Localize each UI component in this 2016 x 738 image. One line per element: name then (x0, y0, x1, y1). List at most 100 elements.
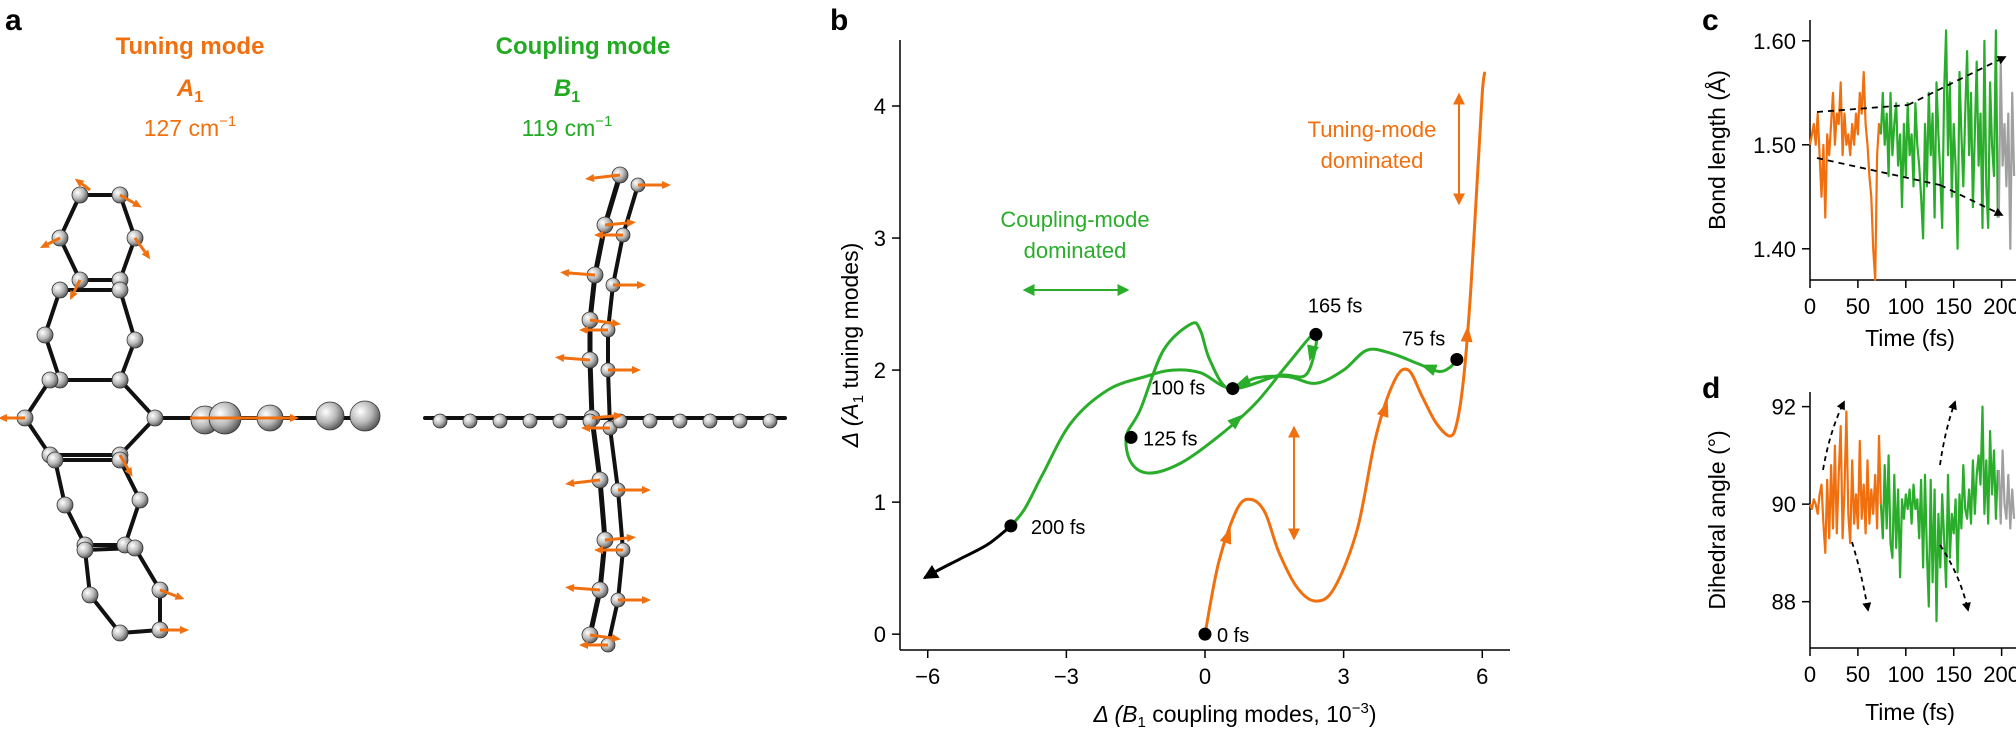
c-envelope-arrow-upper-left (1816, 104, 1909, 113)
displacement-arrowhead (637, 281, 646, 289)
x-tick-label: 150 (1935, 662, 1972, 687)
displacement-arrowhead (69, 290, 78, 301)
series-grey (1997, 60, 2016, 250)
coupling-dominated-line1: Coupling-mode (1000, 207, 1149, 232)
atom (349, 400, 381, 432)
displacement-arrowhead (124, 467, 133, 477)
displacement-arrowhead (662, 181, 671, 189)
d-ticks: 0 50 100 150 200 88 90 92 (1772, 395, 2016, 687)
trajectory-direction-arrow (1234, 374, 1252, 387)
series-green (1879, 29, 1999, 250)
d-series (1808, 405, 2016, 623)
c-ticks: 0 50 100 150 200 1.40 1.50 1.60 (1753, 29, 2016, 319)
displacement-vector (591, 414, 615, 420)
trajectory-direction-arrow (1219, 527, 1232, 545)
b-points: 0 fs 75 fs 100 fs 125 fs 165 fs 200 fs (1004, 295, 1464, 647)
bond (118, 288, 137, 342)
panel-label-d: d (1702, 372, 1720, 405)
displacement-vector (118, 454, 130, 470)
x-tick-label: 50 (1846, 294, 1870, 319)
panel-a: a Tuning mode A1 127 cm−1 Coupling mode … (0, 4, 787, 653)
displacement-vector (159, 588, 177, 598)
panel-label-a: a (5, 4, 22, 37)
y-tick-label: 4 (874, 94, 886, 119)
displacement-arrowhead (613, 412, 623, 420)
atom (56, 496, 74, 514)
x-tick-label: 150 (1935, 294, 1972, 319)
displacement-arrowhead (611, 319, 621, 327)
y-tick-label: 0 (874, 622, 886, 647)
y-tick-label: 1 (874, 490, 886, 515)
d-arrow-up-right (1939, 400, 1957, 466)
atom (36, 326, 54, 344)
coupling-mode-title: Coupling mode (496, 33, 671, 60)
coupling-mode-frequency: 119 cm−1 (522, 113, 613, 141)
time-point-label: 125 fs (1143, 428, 1197, 450)
series-green (1879, 405, 1999, 623)
atom (732, 413, 748, 429)
time-point-marker (1004, 519, 1018, 533)
bond (597, 477, 608, 543)
series-orange (1808, 70, 1882, 282)
displacement-arrowhead (565, 479, 575, 487)
trajectory-orange (1203, 71, 1487, 636)
atom (111, 624, 129, 642)
bond (602, 172, 623, 228)
displacement-arrowhead (560, 269, 570, 277)
displacement-arrowhead (180, 626, 189, 634)
displacement-vector (133, 237, 147, 253)
displacement-vector (568, 271, 596, 277)
bond (592, 222, 608, 278)
y-tick-label: 1.40 (1753, 237, 1796, 262)
trajectory-green (1009, 321, 1459, 528)
atom (131, 491, 149, 509)
bond (616, 548, 625, 602)
displacement-vector (589, 633, 613, 640)
displacement-arrowhead (74, 178, 85, 188)
atom (315, 401, 345, 431)
tuning-mode-title: Tuning mode (116, 33, 265, 60)
atom (522, 413, 538, 429)
tuning-mode-molecule (0, 178, 381, 642)
atom (46, 451, 64, 469)
displacement-arrowhead (555, 354, 565, 362)
displacement-vector (72, 279, 82, 293)
x-tick-label: 200 (1983, 662, 2016, 687)
displacement-arrowhead (0, 414, 7, 422)
time-point-label: 75 fs (1402, 329, 1445, 351)
x-tick-label: 6 (1476, 664, 1488, 689)
displacement-arrowhead (642, 486, 651, 494)
atom (672, 413, 688, 429)
atom (702, 413, 718, 429)
displacement-vector (604, 536, 628, 542)
displacement-arrowhead (290, 414, 299, 422)
c-envelope-arrow-upper (1907, 56, 2007, 106)
time-point-label: 200 fs (1031, 517, 1085, 539)
bond (587, 357, 595, 421)
displacement-arrowhead (39, 240, 50, 249)
displacement-vector (593, 173, 621, 180)
c-y-label: Bond length (Å) (1703, 70, 1730, 230)
displacement-vector (47, 236, 61, 246)
y-tick-label: 1.50 (1753, 133, 1796, 158)
bond (621, 183, 640, 237)
atom (126, 539, 144, 557)
d-arrow-down-left (1851, 541, 1872, 612)
displacement-arrowhead (611, 634, 621, 642)
displacement-arrowhead (579, 641, 588, 649)
atom (51, 281, 69, 299)
y-tick-label: 3 (874, 226, 886, 251)
displacement-vector (573, 478, 601, 485)
c-envelope-arrow-lower (1939, 184, 2004, 216)
bond (616, 488, 625, 552)
d-x-label: Time (fs) (1865, 699, 1955, 725)
y-tick-label: 92 (1772, 395, 1796, 420)
atom (552, 413, 568, 429)
bond (118, 416, 157, 457)
time-point-label: 165 fs (1308, 295, 1362, 317)
atom (146, 409, 164, 427)
displacement-arrowhead (626, 534, 636, 542)
displacement-arrowhead (565, 584, 575, 592)
atom (111, 281, 129, 299)
